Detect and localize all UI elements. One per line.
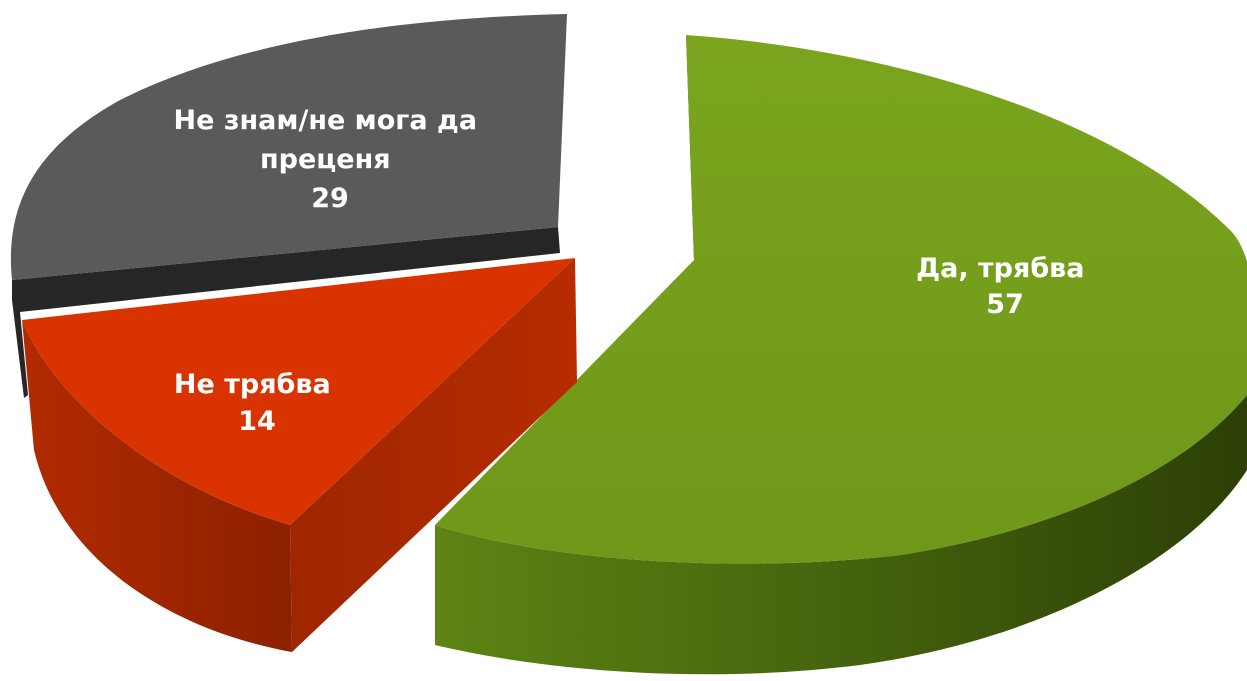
slice-ne-tryabva-side	[22, 320, 292, 652]
label-da-tryabva-value: 57	[986, 289, 1024, 320]
slice-ne-tryabva-top	[22, 258, 575, 525]
label-ne-tryabva-value: 14	[238, 406, 276, 437]
slice-ne-tryabva-cutface	[290, 258, 577, 652]
label-ne-znam: Не знам/не мога да преценя 29	[174, 105, 487, 214]
slice-ne-znam-top	[10, 14, 567, 280]
label-da-tryabva-name: Да, трябва	[916, 253, 1084, 284]
slice-ne-znam-side	[12, 227, 560, 398]
slice-ne-tryabva	[22, 258, 577, 652]
label-ne-znam-line1: Не знам/не мога да	[174, 105, 478, 136]
slice-da-tryabva	[435, 35, 1247, 675]
label-ne-tryabva: Не трябва 14	[174, 369, 340, 437]
label-ne-tryabva-name: Не трябва	[174, 369, 331, 400]
slice-da-tryabva-side	[435, 395, 1247, 675]
label-ne-znam-value: 29	[311, 183, 349, 214]
label-ne-znam-line2: преценя	[260, 144, 391, 175]
slice-ne-znam	[10, 14, 567, 398]
label-da-tryabva: Да, трябва 57	[916, 253, 1094, 320]
slice-da-tryabva-top	[435, 35, 1247, 564]
